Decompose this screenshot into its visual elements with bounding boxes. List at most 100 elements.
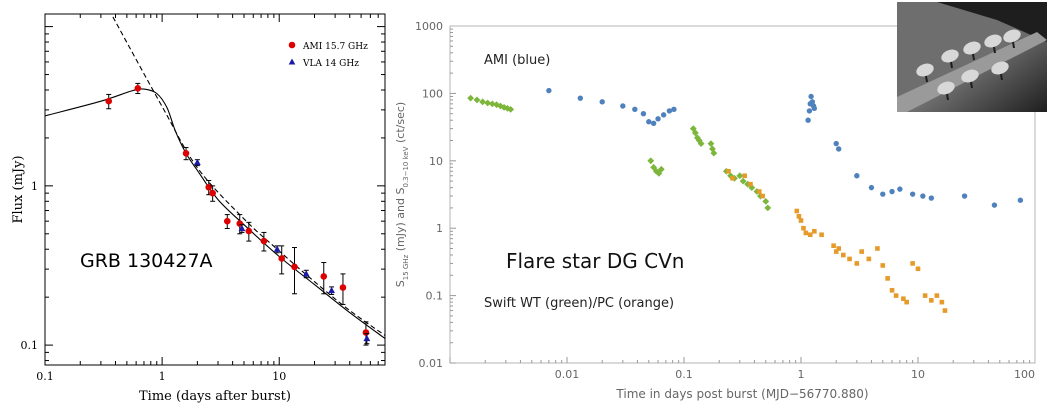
swift-wt-data-point	[709, 145, 716, 153]
swift-wt-data-point	[764, 204, 772, 212]
x-tick-label: 1	[159, 370, 166, 383]
swift-wt-data-point	[484, 99, 492, 107]
vla-data-point	[363, 334, 371, 342]
ami-data-point	[854, 173, 860, 179]
y-tick-label: 1	[436, 222, 443, 235]
swift-pc-data-point	[841, 252, 846, 258]
x-tick-label: 100	[1014, 368, 1035, 381]
x-tick-label: 10	[272, 370, 286, 383]
solid-model-curve	[45, 88, 385, 339]
swift-pc-data-point	[859, 249, 864, 254]
y-label-text: (mJy) and	[394, 194, 407, 254]
swift-wt-data-point	[691, 129, 699, 137]
swift-pc-data-point	[807, 232, 813, 238]
x-tick-label: 1	[798, 368, 805, 381]
ami-data-point	[660, 112, 667, 118]
ami-data-point	[811, 105, 818, 112]
flare-star-annotation: Flare star DG CVn	[506, 249, 684, 273]
swift-pc-data-point	[730, 175, 735, 181]
flare-axis-ticks: 0.01 0.1 1 10 100 0.01 0.1 1 10 100 1000	[415, 20, 1035, 381]
swift-wt-data-point	[467, 94, 475, 102]
swift-pc-data-point	[794, 208, 800, 214]
ami-data-point	[808, 93, 814, 100]
treeline	[937, 2, 1047, 42]
ami-data-point	[278, 255, 286, 262]
ami-data-point	[880, 191, 886, 197]
y-tick-label: 0.1	[21, 339, 39, 352]
swift-pc-data-point	[742, 173, 747, 179]
ami-data-point	[920, 193, 926, 199]
ami-data-point	[260, 237, 268, 245]
ami-data-point	[205, 183, 213, 191]
swift-pc-data-point	[847, 256, 852, 262]
vla-data-point	[273, 245, 281, 252]
flare-y-axis-label: S15 GHz (mJy) and S0.3−10 keV (ct/sec)	[394, 102, 410, 287]
swift-wt-data-point	[647, 157, 655, 165]
dashed-model-curve	[112, 16, 385, 336]
swift-wt-data-point	[739, 177, 747, 185]
ami-data-point	[632, 106, 638, 113]
y-label-text: S	[394, 187, 407, 194]
y-tick-label: 10	[429, 155, 443, 168]
ami-data-point	[646, 119, 652, 125]
swift-wt-data-point	[736, 172, 744, 180]
swift-pc-data-point	[939, 299, 945, 305]
ami-data-point	[655, 116, 661, 122]
grb-lightcurve-panel: 0.1 1 10 0.1 1 AMI 15.7 GHz VLA 14 GHz GRB 1…	[11, 13, 386, 404]
swift-pc-data-point	[831, 243, 836, 248]
y-label-subscript: 15 GHz	[402, 254, 410, 280]
ami-data-point	[833, 140, 839, 147]
x-tick-label: 10	[911, 368, 925, 381]
swift-pc-data-point	[833, 249, 839, 254]
ami-data-point	[666, 108, 673, 114]
radio-telescope-photo	[897, 2, 1047, 112]
swift-wt-data-point	[500, 103, 508, 111]
y-label-text: (ct/sec)	[394, 102, 407, 147]
grb-plot-frame	[44, 13, 386, 366]
ami-data-point	[991, 202, 998, 208]
swift-pc-data-point	[901, 296, 906, 301]
ami-data-point	[599, 99, 605, 105]
grb-annotation: GRB 130427A	[80, 250, 213, 272]
ami-annotation: AMI (blue)	[484, 53, 550, 68]
ami-data-point	[909, 191, 916, 197]
swift-pc-data-point	[726, 168, 731, 174]
ami-data-point	[889, 188, 895, 195]
flare-plot-frame	[449, 25, 1036, 364]
ami-data-point	[671, 106, 677, 113]
swift-pc-data-point	[929, 298, 934, 303]
swift-pc-data-point	[812, 228, 817, 234]
ami-data-point	[640, 110, 647, 117]
swift-pc-data-point	[922, 293, 928, 298]
flare-star-panel: 0.01 0.1 1 10 100 0.01 0.1 1 10 100 1000 AMI (blue…	[394, 20, 1036, 401]
ami-data-point	[897, 186, 903, 192]
swift-pc-data-point	[889, 287, 895, 293]
ami-data-point	[1017, 197, 1024, 203]
grb-legend: AMI 15.7 GHz VLA 14 GHz	[288, 41, 368, 69]
legend-marker-ami	[288, 41, 296, 49]
swift-pc-data-point	[760, 193, 765, 199]
dish-antenna	[941, 49, 959, 63]
ami-data-point	[362, 329, 370, 336]
swift-wt-data-point	[504, 104, 511, 112]
ami-data-point	[209, 189, 216, 197]
dish-antenna	[984, 34, 1002, 48]
swift-pc-data-point	[803, 230, 809, 236]
swift-annotation: Swift WT (green)/PC (orange)	[484, 296, 674, 311]
y-tick-label: 0.1	[426, 290, 444, 303]
flare-data-points	[467, 87, 1024, 313]
legend-marker-vla	[288, 58, 296, 65]
legend-label-vla: VLA 14 GHz	[302, 59, 359, 69]
swift-pc-data-point	[934, 293, 940, 298]
swift-wt-data-point	[479, 98, 487, 106]
swift-pc-data-point	[866, 256, 872, 262]
swift-pc-data-point	[748, 181, 753, 187]
dish-antenna	[1003, 29, 1021, 43]
swift-pc-data-point	[798, 218, 804, 223]
swift-wt-data-point	[762, 197, 770, 205]
swift-wt-data-point	[707, 140, 715, 147]
swift-pc-data-point	[885, 276, 890, 281]
ami-data-point	[291, 263, 298, 271]
ami-data-point	[806, 108, 813, 114]
y-label-text: S	[394, 280, 407, 287]
